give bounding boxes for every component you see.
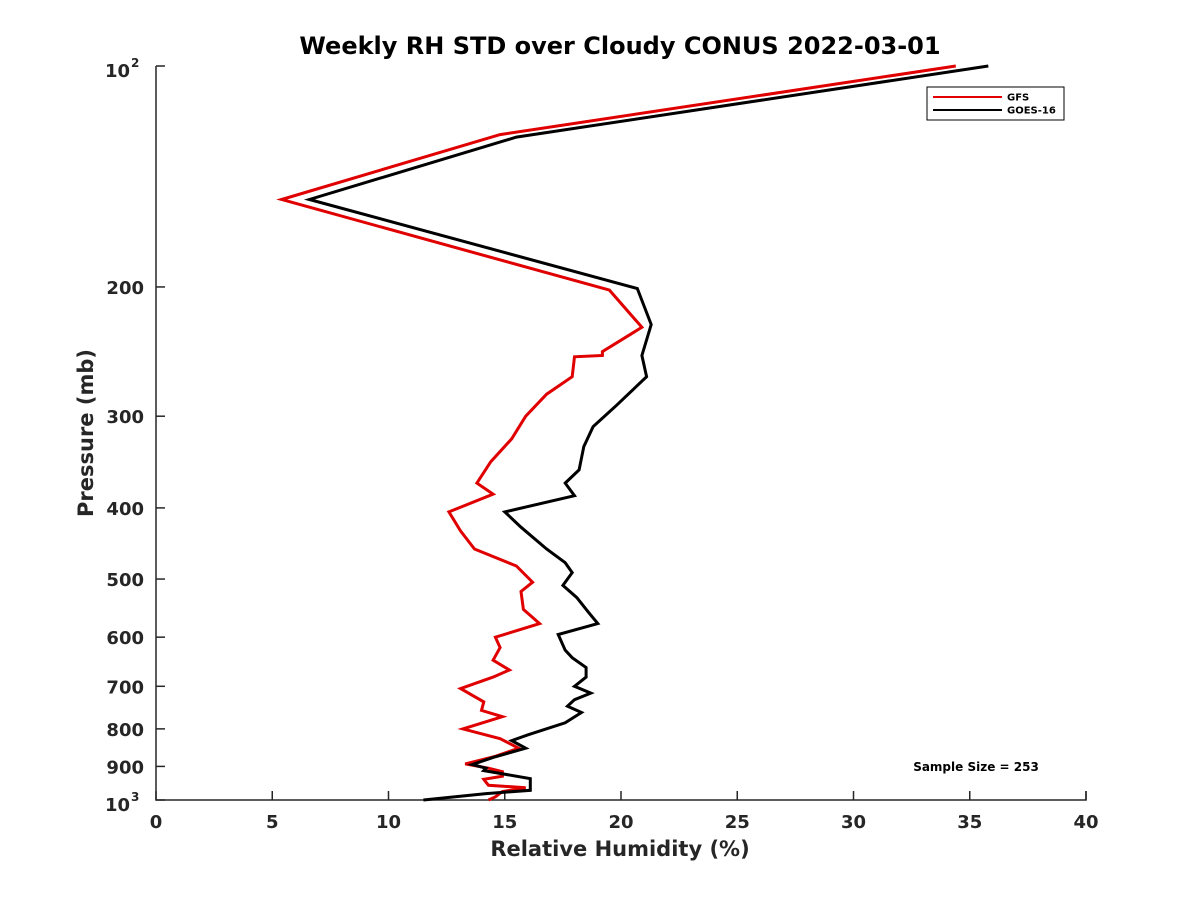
x-tick-label: 5 <box>266 812 279 833</box>
y-tick-label: 900 <box>106 757 144 778</box>
x-axis-label: Relative Humidity (%) <box>490 837 749 861</box>
x-tick-label: 25 <box>725 812 750 833</box>
y-tick-label: 200 <box>106 278 144 299</box>
y-tick-label: 700 <box>106 677 144 698</box>
axis-lines <box>155 66 1087 801</box>
legend-box <box>926 86 1065 121</box>
legend: GFS GOES-16 <box>926 86 1065 121</box>
y-tick-label: 800 <box>106 720 144 741</box>
y-tick-label-exponent: 2 <box>131 56 139 70</box>
y-tick-label: 10 3 <box>105 790 139 816</box>
y-tick-label: 600 <box>106 628 144 649</box>
sample-size-annotation: Sample Size = 253 <box>913 760 1039 774</box>
y-tick-label: 400 <box>106 499 144 520</box>
y-tick-label: 500 <box>106 570 144 591</box>
x-axis-ticks: 0 5 10 15 20 25 30 35 40 <box>150 791 1099 833</box>
x-tick-label: 10 <box>376 812 401 833</box>
x-tick-label: 35 <box>957 812 982 833</box>
series-line-goes16 <box>303 64 989 802</box>
y-tick-label: 10 2 <box>105 56 139 82</box>
y-tick-label-exponent: 3 <box>131 790 139 804</box>
x-tick-label: 15 <box>492 812 517 833</box>
chart-title: Weekly RH STD over Cloudy CONUS 2022-03-… <box>299 32 940 60</box>
x-tick-label: 40 <box>1073 812 1098 833</box>
y-tick-label: 300 <box>106 407 144 428</box>
data-series <box>276 64 989 802</box>
legend-label-gfs: GFS <box>1007 93 1029 104</box>
legend-label-goes16: GOES-16 <box>1007 106 1056 117</box>
x-tick-label: 0 <box>150 812 163 833</box>
y-tick-label-base: 10 <box>105 61 130 82</box>
y-axis-label: Pressure (mb) <box>74 349 98 517</box>
y-tick-label-base: 10 <box>105 795 130 816</box>
x-tick-label: 30 <box>841 812 866 833</box>
x-tick-label: 20 <box>608 812 633 833</box>
